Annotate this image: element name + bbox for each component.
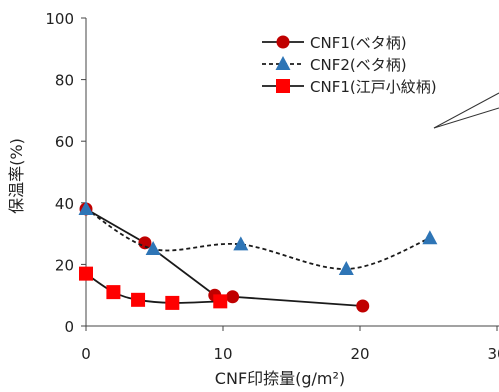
- series-line: [85, 272, 221, 304]
- y-tick-label: 60: [55, 133, 74, 151]
- legend-marker: [276, 79, 290, 93]
- data-point: [226, 290, 240, 304]
- legend-item: CNF1(ベタ柄): [262, 34, 407, 52]
- data-point: [356, 299, 370, 313]
- legend-item: CNF1(江戸小紋柄): [262, 78, 437, 96]
- legend-marker: [275, 56, 291, 70]
- x-tick-label: 10: [213, 345, 232, 363]
- data-point: [106, 285, 121, 300]
- legend: CNF1(ベタ柄) CNF2(ベタ柄) CNF1(江戸小紋柄): [262, 34, 437, 96]
- legend-label: CNF1(ベタ柄): [310, 34, 407, 52]
- y-axis-label: 保温率(%): [7, 138, 26, 214]
- series-3: [79, 266, 228, 310]
- legend-marker: [276, 35, 290, 49]
- legend-item: CNF2(ベタ柄): [262, 56, 407, 74]
- series-line: [85, 208, 431, 270]
- x-tick-label: 30: [487, 345, 499, 363]
- x-tick-label: 20: [350, 345, 369, 363]
- y-tick-label: 40: [55, 195, 74, 213]
- data-point: [165, 295, 180, 310]
- legend-label: CNF1(江戸小紋柄): [310, 78, 437, 96]
- legend-label: CNF2(ベタ柄): [310, 56, 407, 74]
- x-tick-label: 0: [81, 345, 91, 363]
- series-2: [78, 200, 438, 276]
- data-point: [79, 266, 93, 281]
- y-tick-label: 20: [55, 256, 74, 274]
- callout-arrow: [433, 92, 499, 129]
- data-point: [422, 230, 438, 245]
- y-tick-label: 100: [45, 10, 74, 28]
- data-point: [233, 236, 249, 251]
- y-tick-label: 80: [55, 72, 74, 90]
- x-axis-label: CNF印捺量(g/m²): [215, 369, 345, 388]
- axis-ticks: 0 20 40 60 80 100 0 10 20 30: [45, 10, 499, 363]
- data-point: [213, 294, 228, 309]
- series-line: [85, 208, 363, 307]
- data-point: [145, 241, 161, 255]
- series-layer: [78, 200, 438, 313]
- y-tick-label: 0: [64, 318, 74, 336]
- data-point: [131, 292, 146, 307]
- data-point: [78, 200, 94, 215]
- data-point: [338, 261, 354, 276]
